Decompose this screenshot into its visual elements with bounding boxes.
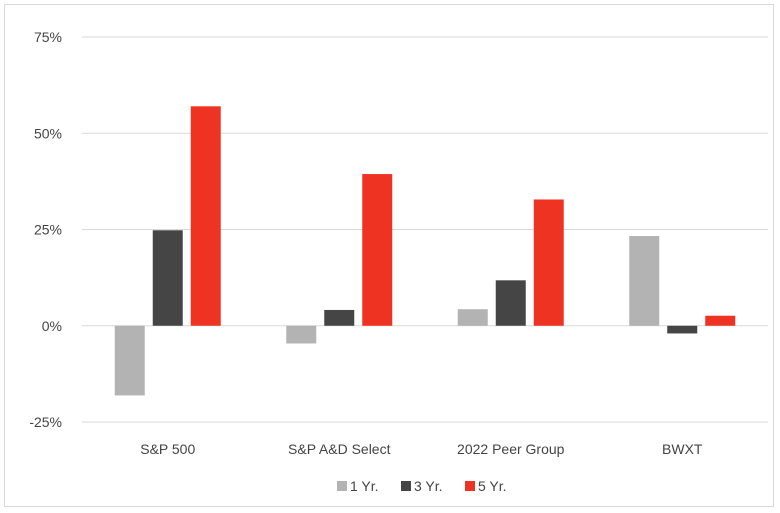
bar <box>629 236 660 326</box>
gridlines <box>82 36 768 423</box>
bar <box>114 325 145 396</box>
bar <box>495 280 526 326</box>
y-tick-label: 25% <box>34 222 62 238</box>
bar <box>705 315 736 326</box>
legend: 1 Yr. 3 Yr. 5 Yr. <box>337 478 507 494</box>
legend-label: 3 Yr. <box>414 478 443 494</box>
bars <box>114 106 736 396</box>
bar <box>457 309 488 326</box>
bar <box>667 325 698 334</box>
y-tick-label: 50% <box>34 125 62 141</box>
y-tick-label: 75% <box>34 29 62 45</box>
x-axis-category-labels: S&P 500 S&P A&D Select 2022 Peer Group BWXT <box>140 441 703 457</box>
bar <box>190 106 221 326</box>
bar <box>286 325 317 344</box>
y-tick-label: 0% <box>42 318 62 334</box>
x-category-label: S&P A&D Select <box>288 441 391 457</box>
legend-swatch <box>337 481 347 491</box>
y-axis-tick-labels: -25% 0% 25% 50% 75% <box>29 29 62 430</box>
bar <box>533 199 564 326</box>
legend-swatch <box>465 481 475 491</box>
y-tick-label: -25% <box>29 414 62 430</box>
bar <box>152 230 183 326</box>
bar <box>324 309 355 326</box>
x-category-label: S&P 500 <box>140 441 195 457</box>
legend-label: 5 Yr. <box>478 478 507 494</box>
x-category-label: BWXT <box>662 441 703 457</box>
legend-swatch <box>401 481 411 491</box>
legend-label: 1 Yr. <box>350 478 379 494</box>
x-category-label: 2022 Peer Group <box>457 441 565 457</box>
bar <box>362 174 393 326</box>
